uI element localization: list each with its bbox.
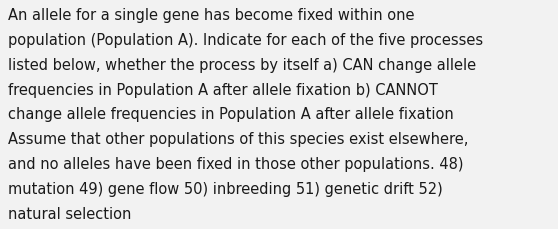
Text: change allele frequencies in Population A after allele fixation: change allele frequencies in Population … — [8, 107, 454, 122]
Text: natural selection: natural selection — [8, 206, 132, 221]
Text: and no alleles have been fixed in those other populations. 48): and no alleles have been fixed in those … — [8, 156, 464, 171]
Text: Assume that other populations of this species exist elsewhere,: Assume that other populations of this sp… — [8, 132, 469, 147]
Text: mutation 49) gene flow 50) inbreeding 51) genetic drift 52): mutation 49) gene flow 50) inbreeding 51… — [8, 181, 443, 196]
Text: listed below, whether the process by itself a) CAN change allele: listed below, whether the process by its… — [8, 57, 477, 72]
Text: population (Population A). Indicate for each of the five processes: population (Population A). Indicate for … — [8, 33, 483, 48]
Text: frequencies in Population A after allele fixation b) CANNOT: frequencies in Population A after allele… — [8, 82, 438, 97]
Text: An allele for a single gene has become fixed within one: An allele for a single gene has become f… — [8, 8, 415, 23]
